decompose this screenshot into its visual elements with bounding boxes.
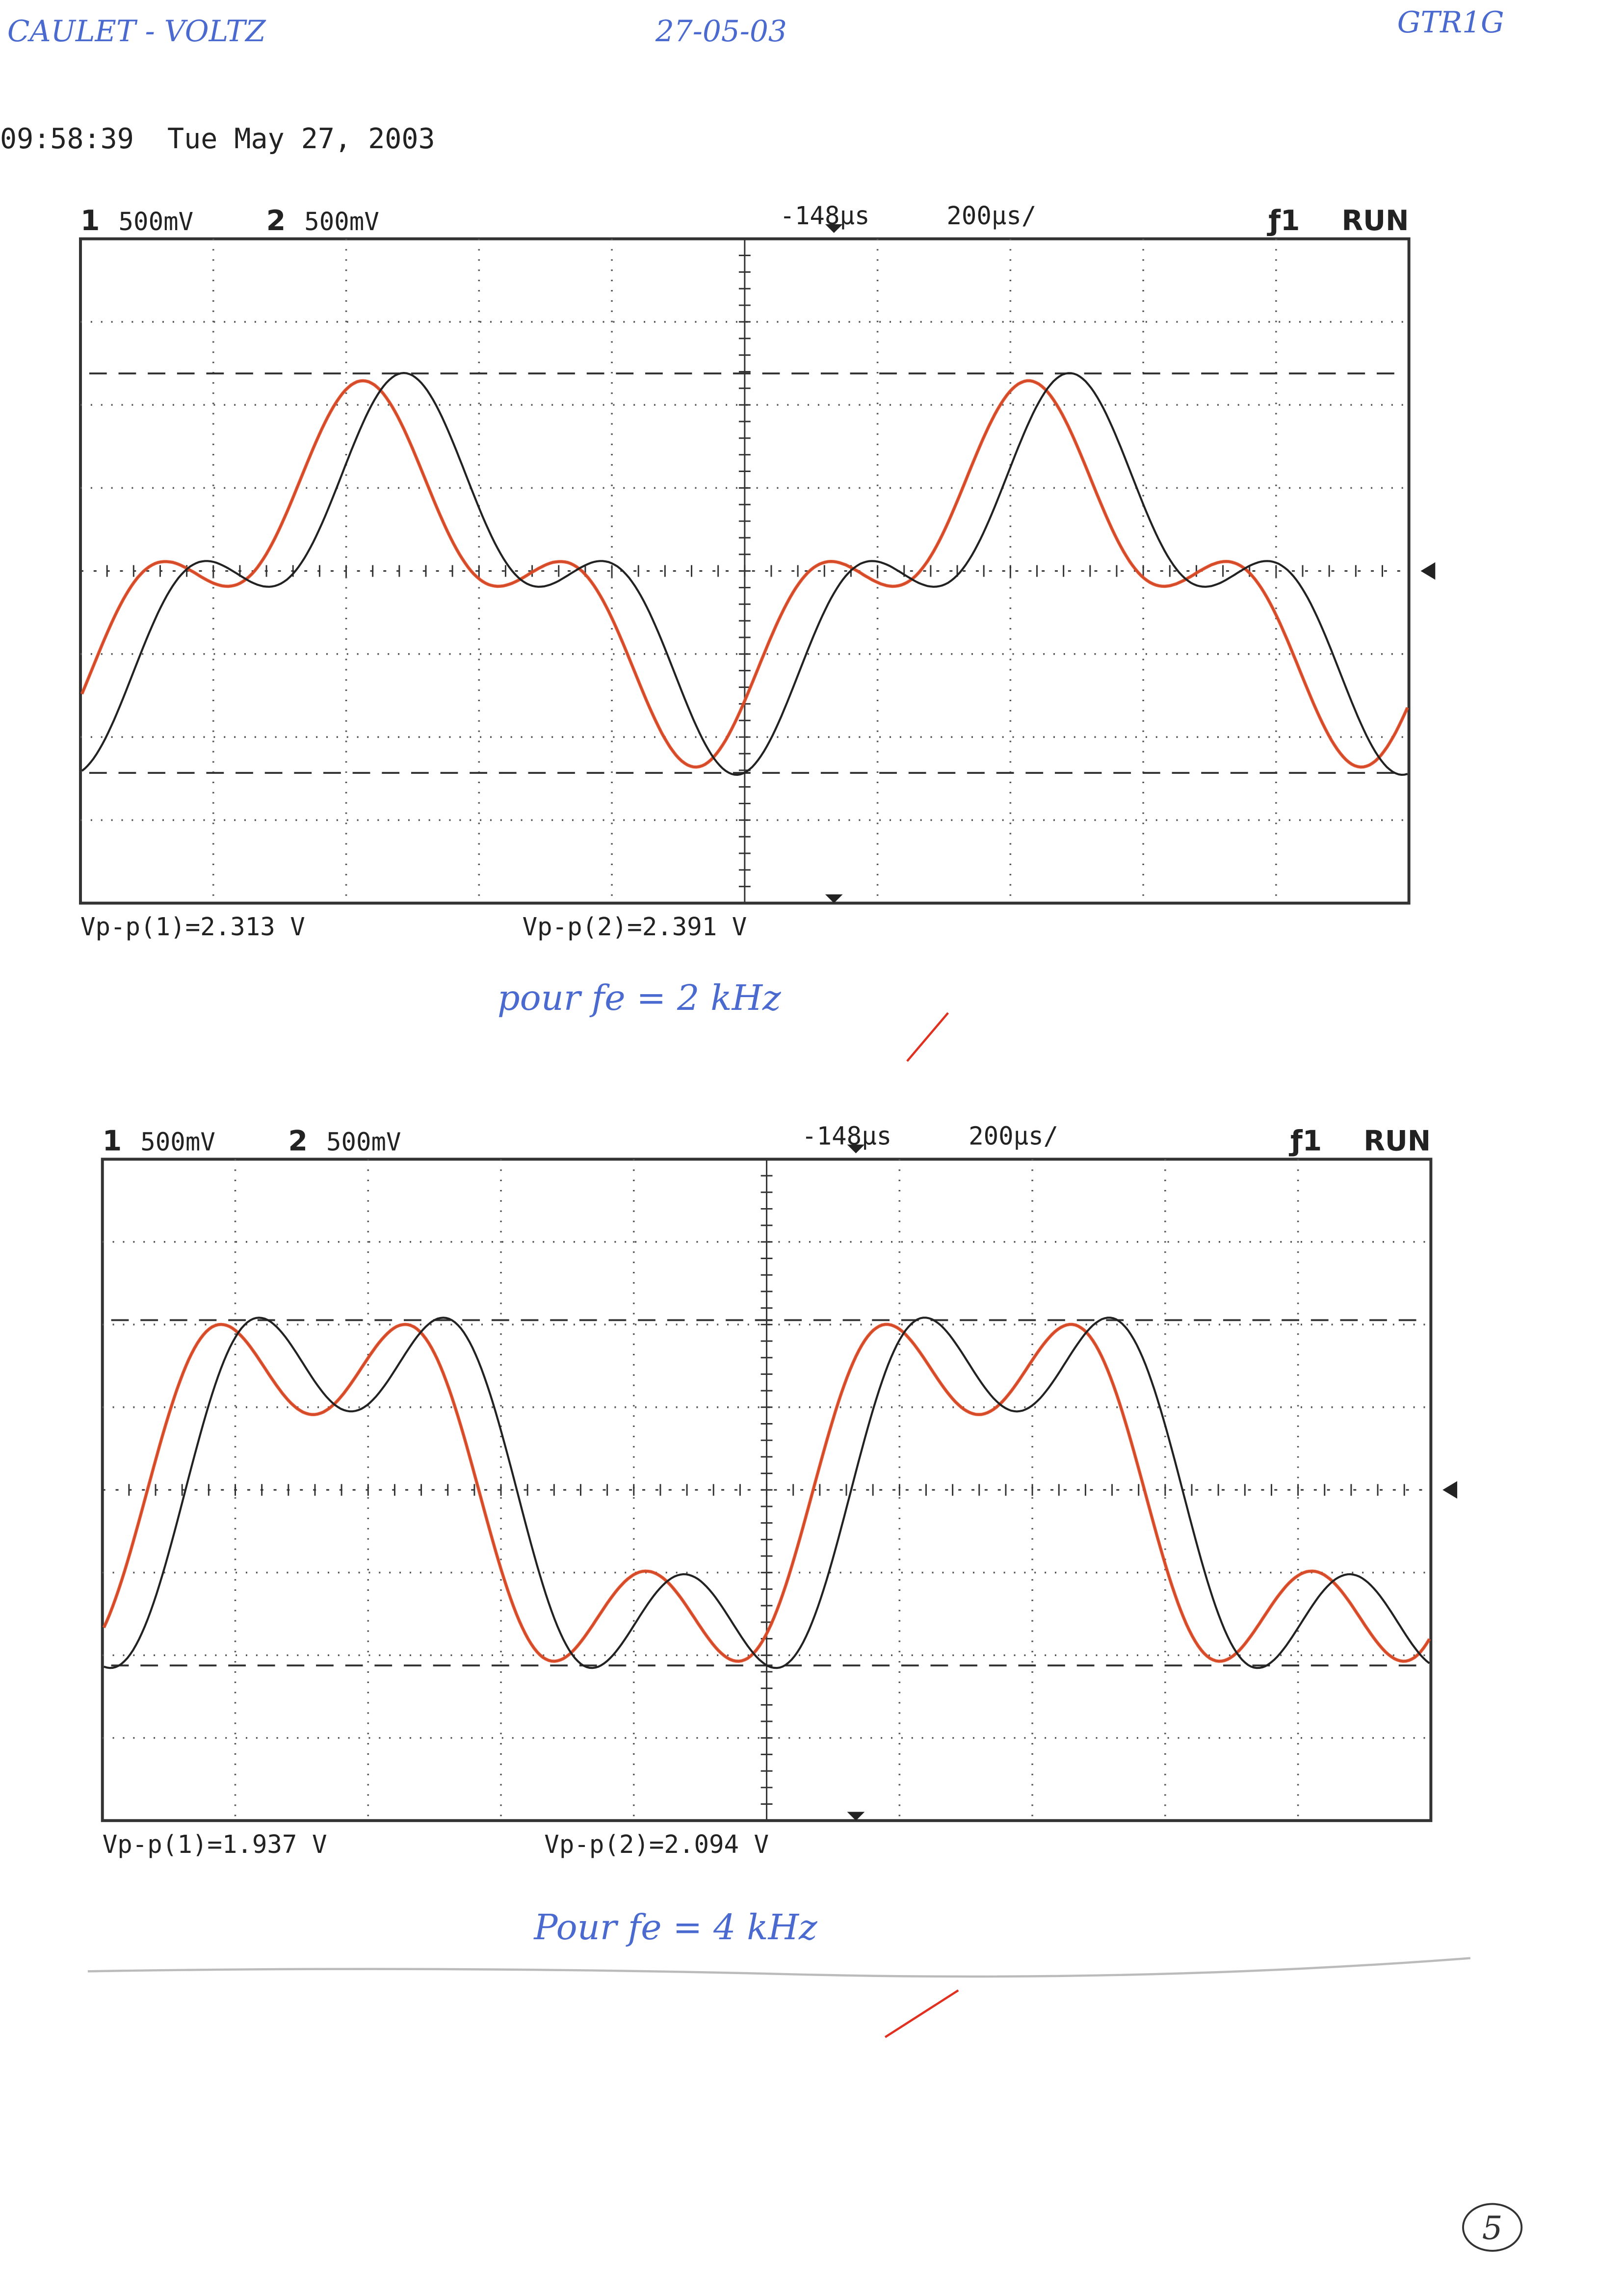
run-mode: RUN [1341, 205, 1409, 237]
pen-stroke [884, 1989, 959, 2038]
trigger-marker [825, 224, 843, 233]
page-number: 5 [1482, 2210, 1503, 2247]
delay: -148µs [802, 1122, 891, 1151]
trigger: ƒ1 [1266, 205, 1300, 237]
pen-stroke [906, 1012, 949, 1062]
date: 27-05-03 [655, 15, 787, 49]
handwritten-note: Pour fe = 4 kHz [533, 1907, 818, 1948]
vpp-2: Vp-p(2)=2.391 V [523, 912, 747, 941]
trace-ch1-highlight [102, 1322, 1431, 1663]
delay: -148µs [780, 201, 869, 230]
paper-edge [87, 1957, 1471, 1978]
trace-ch2 [104, 1317, 1430, 1669]
channel-2-label: 2 [288, 1125, 307, 1157]
timestamp: 09:58:39 Tue May 27, 2003 [0, 123, 435, 155]
channel-1-scale: 500mV [140, 1127, 215, 1156]
vpp-1: Vp-p(1)=1.937 V [103, 1830, 327, 1859]
trigger: ƒ1 [1288, 1125, 1322, 1157]
vpp-2: Vp-p(2)=2.094 V [544, 1830, 769, 1859]
handwritten-note: pour fe = 2 kHz [498, 977, 782, 1018]
trigger-marker [825, 894, 843, 903]
page-number-circle [1462, 2203, 1523, 2252]
channel-2-scale: 500mV [326, 1127, 401, 1156]
ground-marker [1420, 562, 1436, 580]
channel-2-label: 2 [266, 205, 286, 237]
trace-ch2 [81, 372, 1408, 776]
timebase: 200µs/ [946, 201, 1036, 230]
channel-1-label: 1 [103, 1125, 122, 1157]
trigger-marker [847, 1144, 865, 1154]
ground-marker [1442, 1481, 1458, 1499]
channel-1-scale: 500mV [119, 207, 194, 236]
vpp-1: Vp-p(1)=2.313 V [80, 912, 305, 941]
group: GTR1G [1397, 6, 1504, 40]
channel-2-scale: 500mV [304, 207, 379, 236]
authors: CAULET - VOLTZ [7, 15, 266, 49]
timebase: 200µs/ [969, 1122, 1058, 1151]
trigger-marker [847, 1812, 865, 1821]
channel-1-label: 1 [80, 205, 100, 237]
run-mode: RUN [1363, 1125, 1431, 1157]
